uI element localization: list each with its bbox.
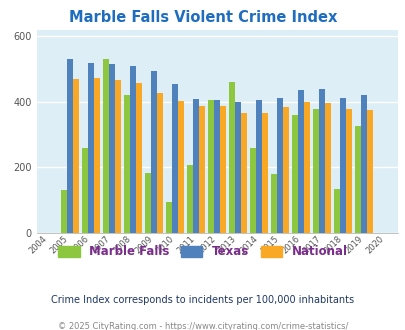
Bar (360, 95, 366, 233)
Bar (88, 63, 94, 233)
Bar (136, 83, 142, 233)
Bar (166, 202, 172, 233)
Bar (313, 109, 318, 233)
Bar (157, 92, 162, 233)
Bar (354, 126, 360, 233)
Bar (366, 110, 372, 233)
Bar (73, 79, 79, 233)
Bar (282, 107, 288, 233)
Bar (82, 148, 88, 233)
Bar (220, 106, 226, 233)
Bar (298, 90, 303, 233)
Bar (151, 71, 157, 233)
Bar (193, 99, 198, 233)
Bar (178, 101, 183, 233)
Bar (271, 174, 277, 233)
Bar (214, 100, 220, 233)
Bar (115, 81, 121, 233)
Text: Crime Index corresponds to incidents per 100,000 inhabitants: Crime Index corresponds to incidents per… (51, 295, 354, 305)
Bar (172, 84, 178, 233)
Bar (234, 102, 241, 233)
Bar (94, 78, 100, 233)
Bar (339, 98, 345, 233)
Bar (303, 102, 309, 233)
Bar (345, 109, 351, 233)
Bar (145, 173, 151, 233)
Bar (124, 95, 130, 233)
Bar (318, 89, 324, 233)
Bar (241, 113, 246, 233)
Bar (130, 66, 136, 233)
Bar (103, 59, 109, 233)
Text: Marble Falls Violent Crime Index: Marble Falls Violent Crime Index (68, 10, 337, 25)
Bar (198, 106, 205, 233)
Bar (208, 100, 214, 233)
Bar (256, 100, 262, 233)
Bar (262, 113, 267, 233)
Bar (292, 115, 298, 233)
Bar (324, 103, 330, 233)
Bar (334, 189, 339, 233)
Bar (229, 82, 235, 233)
Bar (187, 165, 193, 233)
Legend: Marble Falls, Texas, National: Marble Falls, Texas, National (53, 241, 352, 263)
Bar (277, 98, 282, 233)
Text: © 2025 CityRating.com - https://www.cityrating.com/crime-statistics/: © 2025 CityRating.com - https://www.city… (58, 322, 347, 330)
Bar (67, 59, 73, 233)
Bar (250, 148, 256, 233)
Bar (61, 190, 67, 233)
Bar (109, 64, 115, 233)
